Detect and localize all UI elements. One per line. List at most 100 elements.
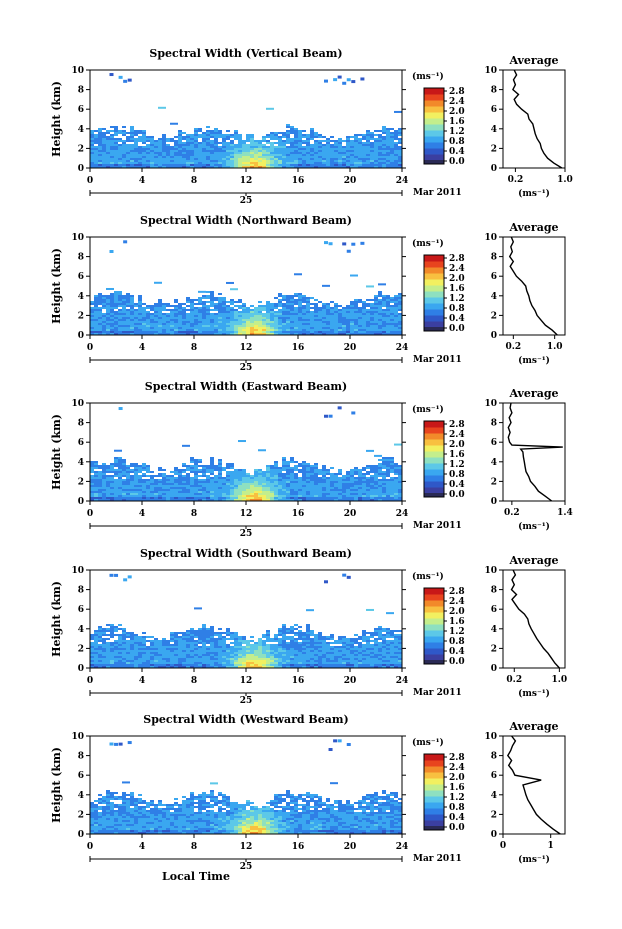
heatmap-cell: [238, 485, 242, 487]
heatmap-cell: [398, 154, 402, 156]
heatmap-cell: [154, 493, 158, 495]
heatmap-cell: [274, 467, 278, 469]
heatmap-cell: [330, 311, 334, 313]
heatmap-cell: [218, 166, 222, 168]
heatmap-cell: [290, 128, 294, 130]
heatmap-cell: [162, 654, 166, 656]
heatmap-cell: [118, 662, 122, 664]
heatmap-cell: [214, 130, 218, 132]
heatmap-cell: [278, 315, 282, 317]
heatmap-cell: [118, 499, 122, 501]
heatmap-cell: [218, 473, 222, 475]
heatmap-cell: [394, 130, 398, 132]
heatmap-cell: [290, 140, 294, 142]
heatmap-cell: [186, 666, 190, 668]
heatmap-cell: [150, 333, 154, 335]
heatmap-cell: [210, 333, 214, 335]
heatmap-cell: [214, 664, 218, 666]
heatmap-cell: [226, 150, 230, 152]
heatmap-cell: [226, 491, 230, 493]
heatmap-cell: [90, 166, 94, 168]
heatmap-cell: [234, 636, 238, 638]
heatmap-cell: [142, 313, 146, 315]
heatmap-cell: [382, 303, 386, 305]
heatmap-cell: [134, 477, 138, 479]
heatmap-cell: [122, 469, 126, 471]
heatmap-cell: [198, 493, 202, 495]
heatmap-cell: [154, 146, 158, 148]
heatmap-cell: [314, 319, 318, 321]
heatmap-cell: [350, 323, 354, 325]
heatmap-cell: [370, 315, 374, 317]
heatmap-cell: [102, 640, 106, 642]
heatmap-cell: [290, 327, 294, 329]
heatmap-cell: [258, 158, 262, 160]
heatmap-cell: [146, 138, 150, 140]
heatmap-cell: [370, 489, 374, 491]
heatmap-cell: [226, 329, 230, 331]
heatmap-cell: [306, 160, 310, 162]
heatmap-cell: [290, 309, 294, 311]
heatmap-cell: [102, 146, 106, 148]
heatmap-cell: [134, 305, 138, 307]
heatmap-cell: [218, 132, 222, 134]
heatmap-cell: [182, 154, 186, 156]
heatmap-cell: [302, 307, 306, 309]
heatmap-cell: [154, 158, 158, 160]
heatmap-cell: [186, 315, 190, 317]
heatmap-cell: [198, 465, 202, 467]
heatmap-cell: [150, 483, 154, 485]
heatmap-cell: [198, 642, 202, 644]
heatmap-cell: [398, 305, 402, 307]
heatmap-cell: [142, 136, 146, 138]
heatmap-cell: [354, 333, 358, 335]
heatmap-cell: [130, 307, 134, 309]
heatmap-cell: [366, 473, 370, 475]
heatmap-cell: [114, 648, 118, 650]
heatmap-cell: [190, 317, 194, 319]
heatmap-cell: [294, 329, 298, 331]
heatmap-cell: [142, 156, 146, 158]
heatmap-cell: [110, 331, 114, 333]
heatmap-cell: [106, 662, 110, 664]
heatmap-cell: [394, 495, 398, 497]
heatmap-cell: [238, 479, 242, 481]
heatmap-cell: [290, 321, 294, 323]
heatmap-cell: [90, 666, 94, 668]
heatmap-cell: [166, 152, 170, 154]
heatmap-cell: [290, 461, 294, 463]
y-axis-label: Height (km): [50, 81, 63, 157]
heatmap-cell: [114, 666, 118, 668]
heatmap-cell: [214, 333, 218, 335]
heatmap-cell: [394, 333, 398, 335]
heatmap-cell: [358, 144, 362, 146]
heatmap-cell: [314, 313, 318, 315]
heatmap-cell: [174, 164, 178, 166]
heatmap-cell: [302, 493, 306, 495]
heatmap-cell: [206, 329, 210, 331]
heatmap-cell: [122, 146, 126, 148]
heatmap-cell: [250, 315, 254, 317]
heatmap-cell: [394, 473, 398, 475]
heatmap-cell: [150, 164, 154, 166]
heatmap-cell: [130, 483, 134, 485]
heatmap-cell: [90, 654, 94, 656]
heatmap-cell: [222, 156, 226, 158]
heatmap-cell: [118, 648, 122, 650]
heatmap-cell: [238, 327, 242, 329]
heatmap-cell: [226, 152, 230, 154]
heatmap-cell: [298, 164, 302, 166]
heatmap-cell: [226, 136, 230, 138]
heatmap-cell: [222, 305, 226, 307]
heatmap-cell: [170, 479, 174, 481]
heatmap-cell: [114, 301, 118, 303]
heatmap-cell: [98, 471, 102, 473]
heatmap-cell: [222, 638, 226, 640]
heatmap-cell: [258, 162, 262, 164]
heatmap-cell: [202, 666, 206, 668]
heatmap-cell: [398, 301, 402, 303]
heatmap-cell: [282, 319, 286, 321]
y-tick-label: 4: [78, 292, 84, 302]
heatmap-cell: [98, 160, 102, 162]
heatmap-cell: [266, 475, 270, 477]
